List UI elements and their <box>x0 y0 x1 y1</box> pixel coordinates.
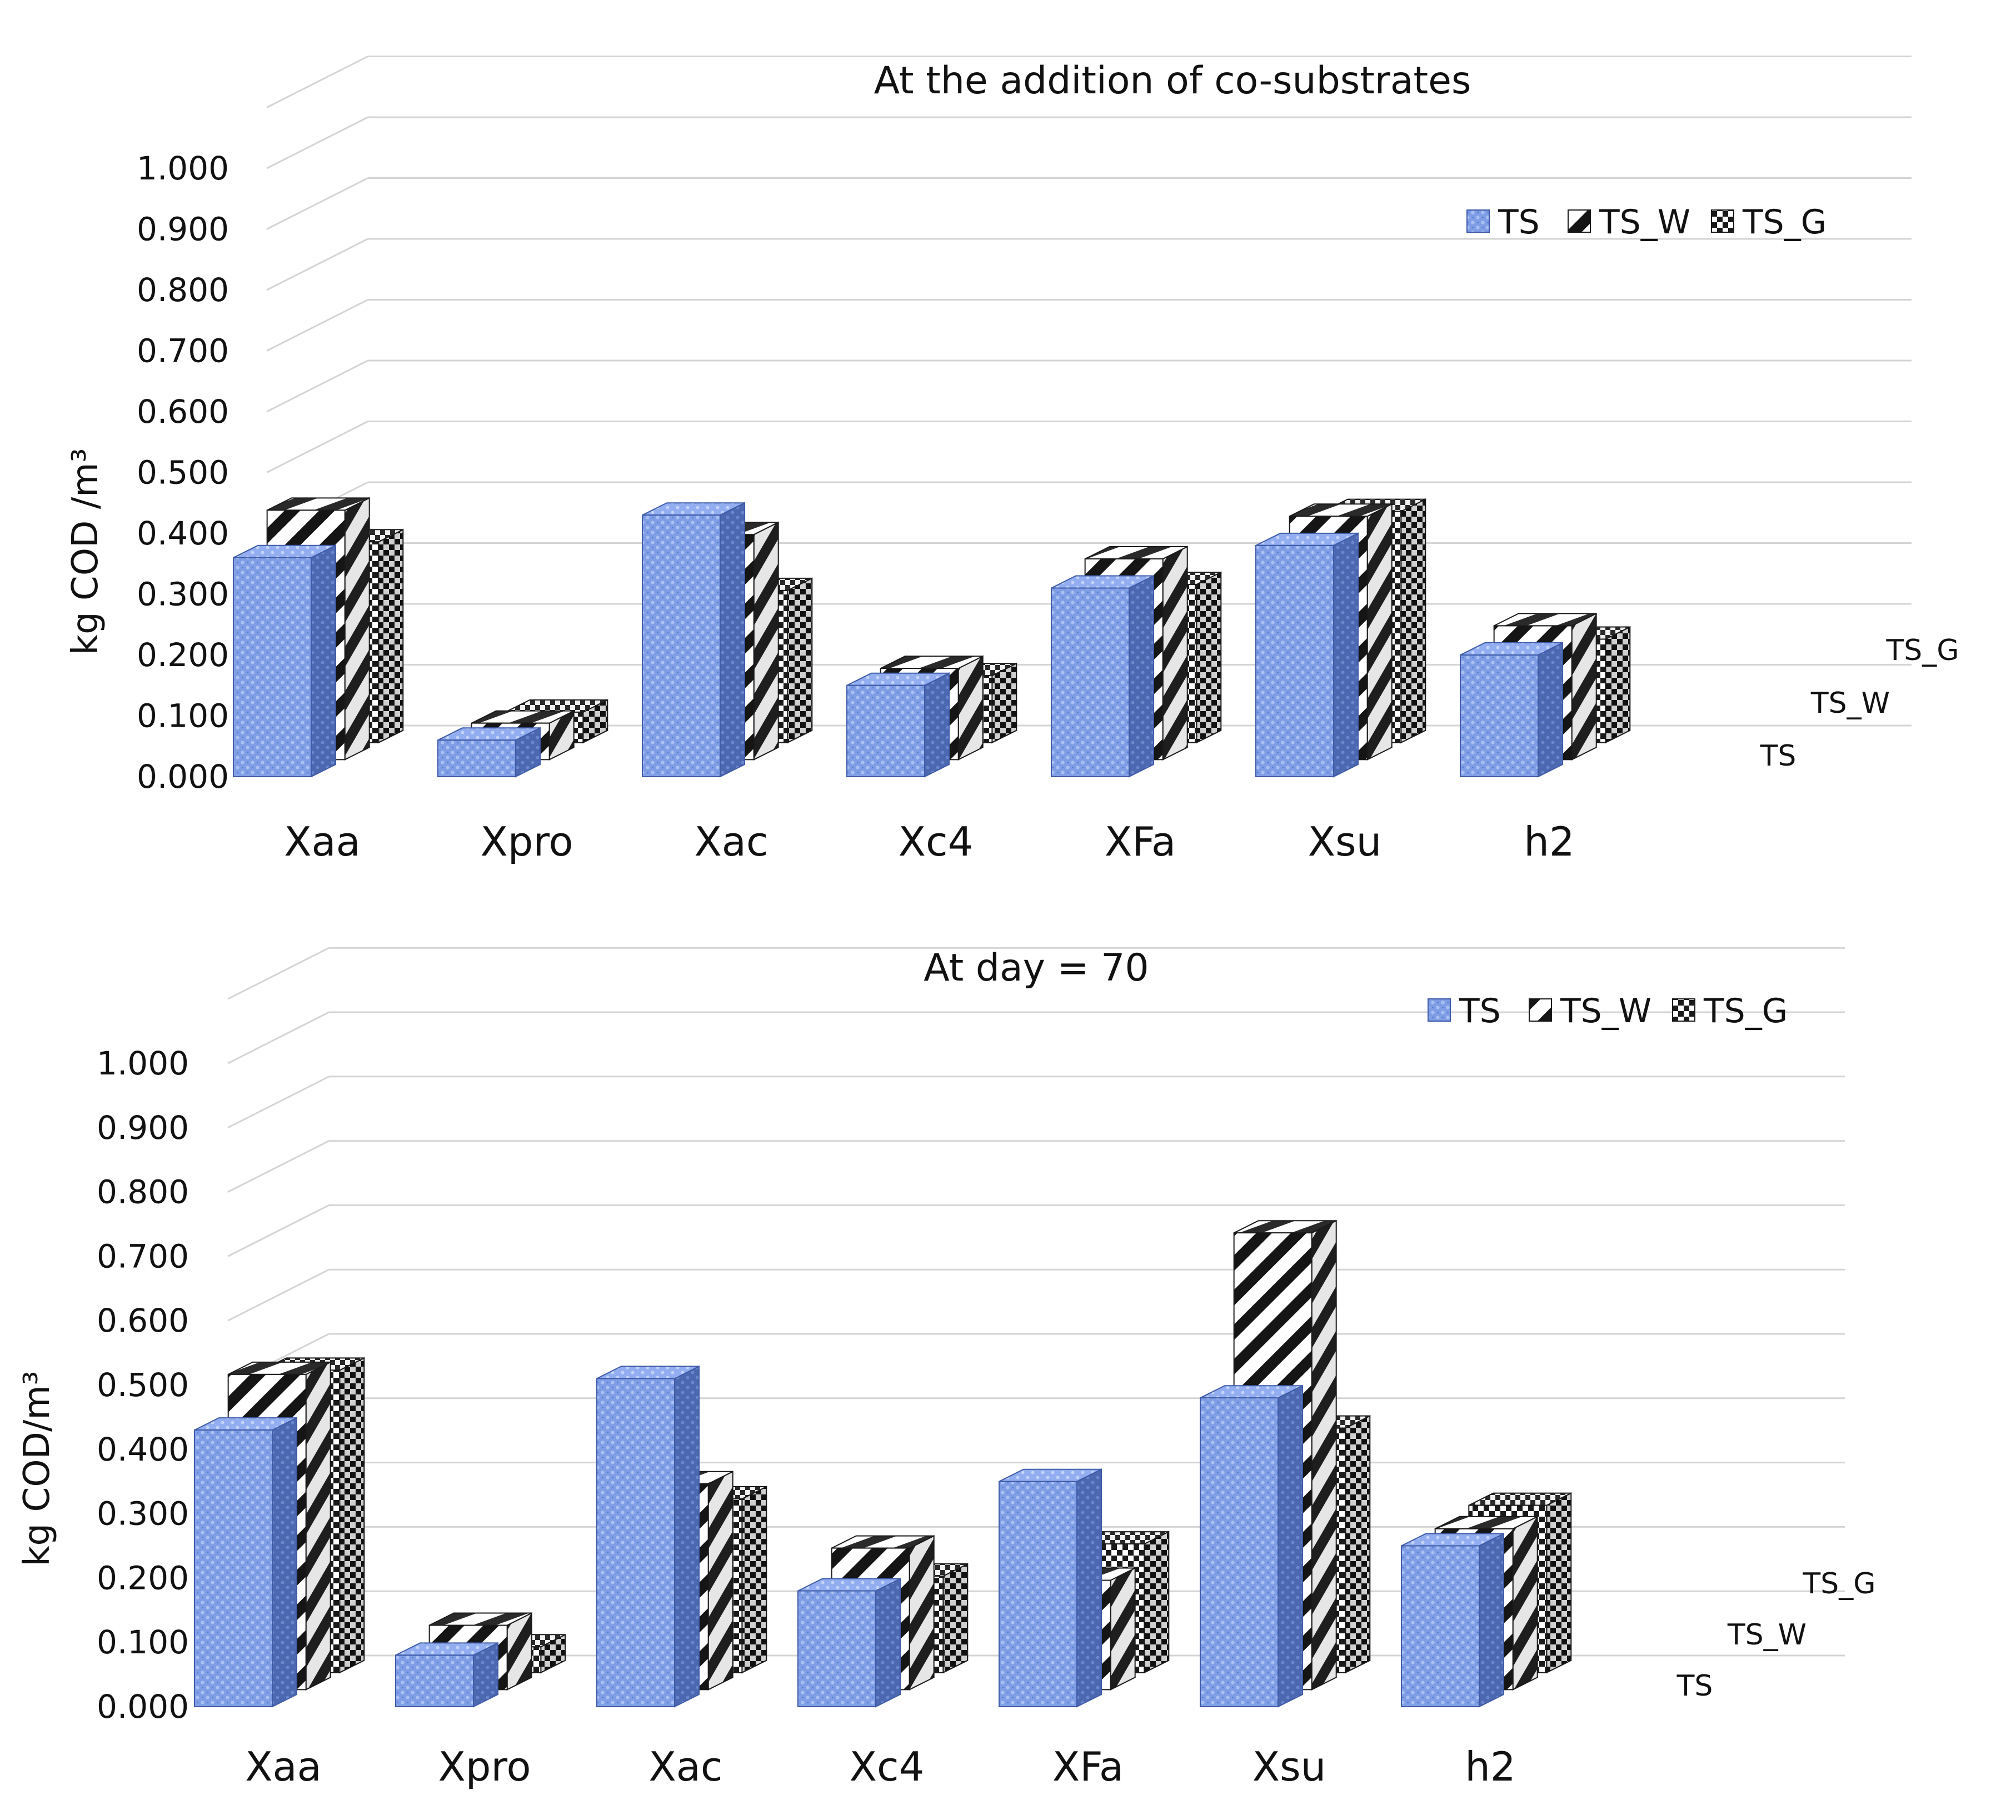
y-tick-label: 0.200 <box>137 636 229 674</box>
grid-diagonal-9 <box>266 177 368 230</box>
bar-ts-xfa <box>999 1468 1102 1708</box>
legend-label-ts-g: TS_G <box>1742 203 1827 242</box>
grid-diagonal-extra-1 <box>266 56 368 108</box>
x-tick-label-xfa: XFa <box>1105 818 1176 865</box>
legend: TS TS_W TS_G <box>1466 203 1827 242</box>
y-tick-label: 0.400 <box>97 1431 189 1468</box>
x-tick-label-xpro: Xpro <box>438 1743 531 1790</box>
pattern-diagonal-icon <box>1529 998 1552 1022</box>
y-tick-label: 0.300 <box>97 1495 189 1533</box>
y-tick-label: 0.700 <box>137 332 229 370</box>
y-tick-label: 0.100 <box>97 1623 189 1661</box>
bar-ts-xac <box>642 502 745 778</box>
x-tick-label-xpro: Xpro <box>480 818 573 865</box>
y-tick-label: 0.400 <box>137 514 229 552</box>
legend-label-ts: TS <box>1459 992 1501 1031</box>
y-tick-label: 1.000 <box>137 149 229 187</box>
grid-diagonal-10 <box>227 1011 330 1064</box>
bars <box>233 497 1631 778</box>
depth-label-ts-w: TS_W <box>1810 687 1890 720</box>
y-axis-label: kg COD/m³ <box>17 1371 58 1567</box>
x-tick-label-xac: Xac <box>694 818 768 865</box>
grid-diagonal-7 <box>227 1204 330 1257</box>
bar-ts-xpro <box>395 1642 498 1708</box>
grid-diagonal-5 <box>266 421 368 473</box>
pattern-dots-blue-icon <box>1428 998 1451 1022</box>
y-tick-label: 1.000 <box>97 1044 189 1082</box>
grid-diagonal-10 <box>266 116 368 169</box>
legend-label-ts-w: TS_W <box>1560 992 1651 1031</box>
y-tick-label: 0.000 <box>97 1688 189 1726</box>
depth-label-ts-w: TS_W <box>1727 1618 1807 1652</box>
depth-label-ts-g: TS_G <box>1885 634 1959 667</box>
x-tick-label-xc4: Xc4 <box>899 818 974 865</box>
chart-title: At day = 70 <box>924 946 1149 990</box>
x-tick-label-xaa: Xaa <box>284 818 361 865</box>
grid-diagonal-8 <box>266 238 368 291</box>
pattern-dots-blue-icon <box>1466 209 1490 233</box>
grid-diagonal-6 <box>227 1268 330 1322</box>
y-tick-label: 0.100 <box>137 697 229 735</box>
x-tick-label-xfa: XFa <box>1052 1743 1124 1790</box>
x-tick-label-xc4: Xc4 <box>850 1743 925 1790</box>
bars <box>194 1219 1572 1708</box>
x-tick-label-h2: h2 <box>1524 818 1574 865</box>
y-tick-label: 0.600 <box>97 1302 189 1339</box>
x-tick-label-xac: Xac <box>648 1743 722 1790</box>
bar-ts-xc4 <box>846 672 950 778</box>
y-tick-label: 0.700 <box>97 1237 189 1275</box>
grid-diagonal-8 <box>227 1140 330 1193</box>
x-tick-label-xsu: Xsu <box>1252 1743 1326 1790</box>
bar-ts-xsu <box>1255 532 1359 778</box>
chart-co-substrates: At the addition of co-substrates 0.000 0.1… <box>65 56 1959 865</box>
pattern-checker-icon <box>1711 209 1734 233</box>
y-tick-label: 0.200 <box>97 1559 189 1597</box>
bar-ts-xpro <box>437 727 541 778</box>
y-tick-label: 0.900 <box>97 1109 189 1147</box>
y-tick-label: 0.500 <box>137 454 229 492</box>
y-tick-label: 0.900 <box>137 211 229 248</box>
x-tick-label-xaa: Xaa <box>245 1743 322 1790</box>
legend-label-ts: TS <box>1498 203 1540 242</box>
bar-ts-xac <box>596 1365 700 1708</box>
pattern-diagonal-icon <box>1568 209 1591 233</box>
depth-label-ts-g: TS_G <box>1802 1567 1875 1601</box>
bar-ts-h2 <box>1460 642 1563 778</box>
pattern-checker-icon <box>1672 998 1695 1022</box>
y-tick-label: 0.000 <box>137 758 229 796</box>
x-tick-label-xsu: Xsu <box>1308 818 1381 865</box>
depth-label-ts: TS <box>1676 1669 1713 1703</box>
bar-ts-xfa <box>1051 574 1154 778</box>
legend: TS TS_W TS_G <box>1428 992 1788 1031</box>
y-tick-label: 0.800 <box>137 271 229 309</box>
legend-label-ts-w: TS_W <box>1599 203 1690 242</box>
bar-ts-xsu <box>1200 1384 1303 1708</box>
depth-label-ts: TS <box>1760 739 1797 773</box>
grid-diagonal-extra-1 <box>227 947 330 1000</box>
bar-ts-xaa <box>233 544 336 778</box>
legend-label-ts-g: TS_G <box>1703 992 1788 1031</box>
y-tick-label: 0.600 <box>137 393 229 431</box>
y-tick-label: 0.800 <box>97 1173 189 1211</box>
chart-title: At the addition of co-substrates <box>874 59 1471 103</box>
x-tick-label-h2: h2 <box>1465 1743 1515 1790</box>
y-axis-label: kg COD /m³ <box>65 448 106 655</box>
y-tick-label: 0.300 <box>137 576 229 613</box>
bar-ts-h2 <box>1401 1532 1504 1708</box>
bar-ts-xc4 <box>797 1577 901 1708</box>
y-tick-label: 0.500 <box>97 1366 189 1404</box>
grid-diagonal-6 <box>266 359 368 413</box>
grid-diagonal-7 <box>266 299 368 352</box>
grid-diagonal-9 <box>227 1076 330 1129</box>
chart-day-70: At day = 70 0.000 0.100 0.200 0.300 0.400 0.50… <box>17 946 1876 1790</box>
bar-ts-xaa <box>194 1417 297 1708</box>
